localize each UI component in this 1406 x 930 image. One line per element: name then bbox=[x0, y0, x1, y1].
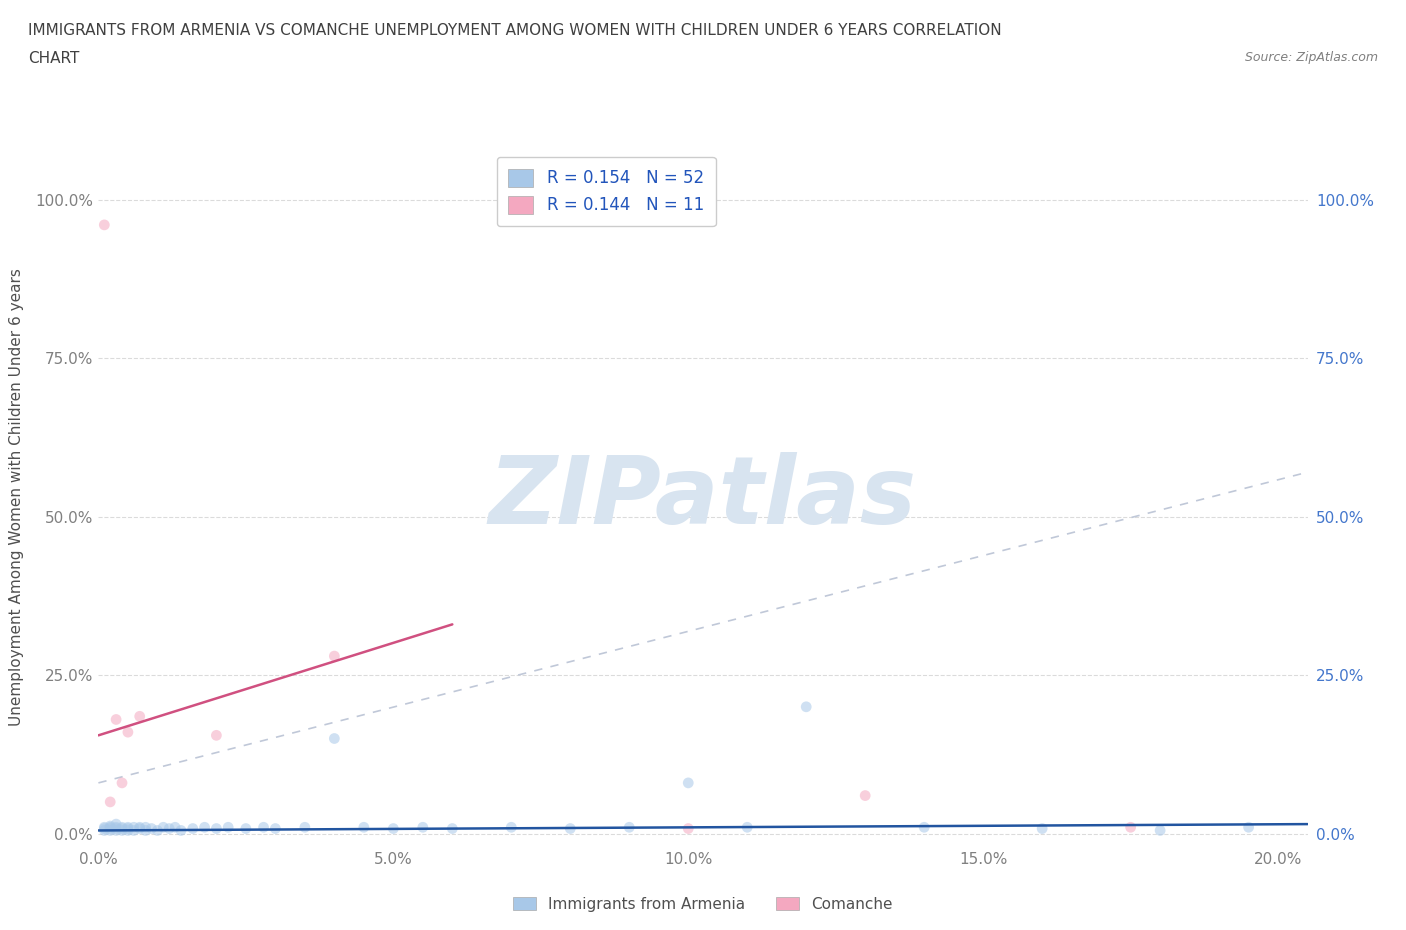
Text: Source: ZipAtlas.com: Source: ZipAtlas.com bbox=[1244, 51, 1378, 64]
Point bbox=[619, 820, 641, 835]
Point bbox=[165, 820, 187, 835]
Point bbox=[135, 823, 157, 838]
Point bbox=[205, 821, 228, 836]
Point bbox=[105, 712, 128, 727]
Point bbox=[194, 820, 217, 835]
Point bbox=[135, 820, 157, 835]
Text: CHART: CHART bbox=[28, 51, 80, 66]
Point bbox=[111, 776, 134, 790]
Point bbox=[141, 821, 163, 836]
Point bbox=[111, 821, 134, 836]
Point bbox=[93, 823, 115, 838]
Point bbox=[353, 820, 375, 835]
Point bbox=[98, 818, 121, 833]
Point bbox=[181, 821, 204, 836]
Point bbox=[128, 820, 150, 835]
Point bbox=[93, 218, 115, 232]
Point bbox=[252, 820, 274, 835]
Point bbox=[794, 699, 817, 714]
Y-axis label: Unemployment Among Women with Children Under 6 years: Unemployment Among Women with Children U… bbox=[8, 269, 24, 726]
Point bbox=[122, 820, 145, 835]
Point bbox=[1237, 820, 1260, 835]
Point bbox=[735, 820, 758, 835]
Point bbox=[912, 820, 935, 835]
Point bbox=[93, 820, 115, 835]
Point bbox=[560, 821, 582, 836]
Point bbox=[98, 823, 121, 838]
Point bbox=[128, 821, 150, 836]
Point bbox=[98, 820, 121, 835]
Point bbox=[294, 820, 316, 835]
Point bbox=[117, 823, 139, 838]
Point bbox=[98, 821, 121, 836]
Point bbox=[323, 648, 346, 663]
Point bbox=[111, 823, 134, 838]
Point bbox=[105, 821, 128, 836]
Point bbox=[105, 823, 128, 838]
Point bbox=[105, 820, 128, 835]
Point bbox=[323, 731, 346, 746]
Point bbox=[117, 820, 139, 835]
Point bbox=[235, 821, 257, 836]
Point bbox=[1149, 823, 1171, 838]
Point bbox=[117, 821, 139, 836]
Point bbox=[1119, 820, 1142, 835]
Point bbox=[501, 820, 523, 835]
Point bbox=[205, 728, 228, 743]
Point bbox=[1031, 821, 1053, 836]
Point bbox=[98, 794, 121, 809]
Point bbox=[146, 823, 169, 838]
Text: ZIPatlas: ZIPatlas bbox=[489, 452, 917, 543]
Point bbox=[412, 820, 434, 835]
Point bbox=[678, 821, 700, 836]
Point bbox=[382, 821, 405, 836]
Point bbox=[105, 817, 128, 831]
Point bbox=[217, 820, 239, 835]
Point bbox=[170, 823, 193, 838]
Text: IMMIGRANTS FROM ARMENIA VS COMANCHE UNEMPLOYMENT AMONG WOMEN WITH CHILDREN UNDER: IMMIGRANTS FROM ARMENIA VS COMANCHE UNEM… bbox=[28, 23, 1001, 38]
Legend: Immigrants from Armenia, Comanche: Immigrants from Armenia, Comanche bbox=[508, 890, 898, 918]
Point bbox=[264, 821, 287, 836]
Point bbox=[157, 821, 180, 836]
Point bbox=[152, 820, 174, 835]
Legend: R = 0.154   N = 52, R = 0.144   N = 11: R = 0.154 N = 52, R = 0.144 N = 11 bbox=[496, 157, 716, 226]
Point bbox=[93, 821, 115, 836]
Point bbox=[122, 823, 145, 838]
Point bbox=[128, 709, 150, 724]
Point bbox=[853, 788, 876, 803]
Point bbox=[111, 820, 134, 835]
Point bbox=[117, 724, 139, 739]
Point bbox=[678, 776, 700, 790]
Point bbox=[441, 821, 464, 836]
